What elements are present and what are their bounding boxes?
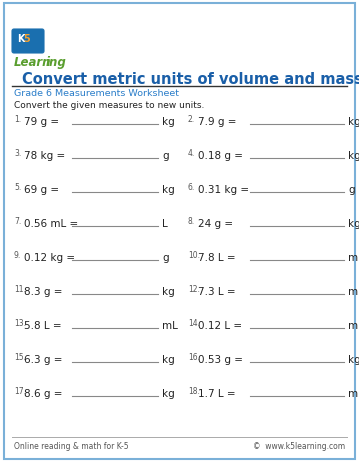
Text: Convert metric units of volume and mass: Convert metric units of volume and mass: [22, 72, 359, 87]
Text: 4.: 4.: [188, 149, 195, 158]
Text: 8.: 8.: [188, 217, 195, 225]
Text: 7.8 L =: 7.8 L =: [198, 252, 236, 263]
Text: ©  www.k5learning.com: © www.k5learning.com: [253, 441, 345, 450]
Text: 8.6 g =: 8.6 g =: [24, 388, 62, 398]
Text: 10.: 10.: [188, 250, 200, 259]
Text: 15.: 15.: [14, 352, 26, 361]
Text: 7.3 L =: 7.3 L =: [198, 287, 236, 296]
Text: 3.: 3.: [14, 149, 21, 158]
Text: 0.53 g =: 0.53 g =: [198, 354, 243, 364]
Text: mL: mL: [348, 320, 359, 330]
Text: 13.: 13.: [14, 319, 26, 327]
Text: kg: kg: [162, 185, 175, 194]
Text: 6.3 g =: 6.3 g =: [24, 354, 62, 364]
Text: 0.12 kg =: 0.12 kg =: [24, 252, 75, 263]
Text: 69 g =: 69 g =: [24, 185, 59, 194]
Text: 0.31 kg =: 0.31 kg =: [198, 185, 249, 194]
Text: 24 g =: 24 g =: [198, 219, 233, 229]
Text: 8.3 g =: 8.3 g =: [24, 287, 62, 296]
Text: kg: kg: [162, 287, 175, 296]
Text: 78 kg =: 78 kg =: [24, 150, 65, 161]
Text: 16.: 16.: [188, 352, 200, 361]
Text: K: K: [17, 34, 24, 44]
Text: Convert the given measures to new units.: Convert the given measures to new units.: [14, 101, 204, 110]
Text: kg: kg: [162, 388, 175, 398]
Text: g: g: [348, 185, 355, 194]
FancyBboxPatch shape: [4, 4, 355, 459]
Text: Learn: Learn: [14, 56, 51, 69]
Text: Online reading & math for K-5: Online reading & math for K-5: [14, 441, 129, 450]
Text: kg: kg: [348, 354, 359, 364]
Text: 5.8 L =: 5.8 L =: [24, 320, 62, 330]
Text: 1.7 L =: 1.7 L =: [198, 388, 236, 398]
Text: 7.9 g =: 7.9 g =: [198, 117, 237, 127]
Text: 17.: 17.: [14, 386, 26, 395]
Text: 5.: 5.: [14, 182, 21, 192]
Text: 79 g =: 79 g =: [24, 117, 59, 127]
Text: kg: kg: [348, 219, 359, 229]
Text: mL: mL: [162, 320, 178, 330]
Text: kg: kg: [348, 117, 359, 127]
Text: mL: mL: [348, 252, 359, 263]
Text: 7.: 7.: [14, 217, 21, 225]
Text: kg: kg: [162, 117, 175, 127]
Text: 18.: 18.: [188, 386, 200, 395]
Text: mL: mL: [348, 388, 359, 398]
Text: kg: kg: [348, 150, 359, 161]
Text: 5: 5: [23, 34, 30, 44]
Text: 1.: 1.: [14, 115, 21, 124]
Text: Grade 6 Measurements Worksheet: Grade 6 Measurements Worksheet: [14, 89, 179, 98]
Text: 11.: 11.: [14, 284, 26, 294]
Text: 12.: 12.: [188, 284, 200, 294]
Text: 6.: 6.: [188, 182, 195, 192]
Text: 9.: 9.: [14, 250, 21, 259]
Text: 14.: 14.: [188, 319, 200, 327]
Text: ing: ing: [46, 56, 67, 69]
Text: g: g: [162, 252, 169, 263]
Text: L: L: [162, 219, 168, 229]
Text: mL: mL: [348, 287, 359, 296]
Text: 0.18 g =: 0.18 g =: [198, 150, 243, 161]
Text: kg: kg: [162, 354, 175, 364]
Text: g: g: [162, 150, 169, 161]
FancyBboxPatch shape: [12, 30, 44, 54]
Text: 2.: 2.: [188, 115, 195, 124]
Text: 0.56 mL =: 0.56 mL =: [24, 219, 78, 229]
Text: 0.12 L =: 0.12 L =: [198, 320, 242, 330]
